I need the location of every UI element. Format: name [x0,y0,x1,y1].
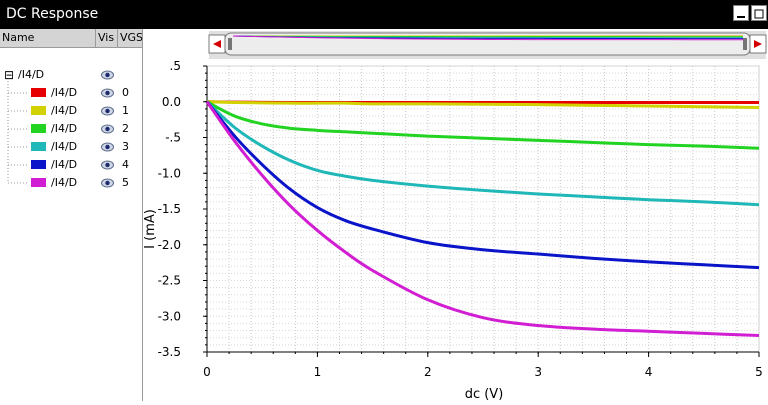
legend-item-vgs-value: 4 [122,156,129,174]
legend-group-row[interactable]: ⊟ /I4/D [0,66,142,84]
chart-grid [207,66,759,352]
eye-icon[interactable] [101,88,114,98]
y-tick-label: -1.5 [158,202,181,216]
minimize-icon [734,7,748,21]
window-titlebar: DC Response [0,0,768,29]
eye-icon[interactable] [101,142,114,152]
legend-swatch [31,124,46,133]
y-axis-label: I (mA) [143,209,158,249]
legend-swatch [31,88,46,97]
legend-item[interactable]: /I4/D 0 [0,84,142,102]
chart-series [207,102,759,336]
x-tick-label: 4 [645,365,653,379]
eye-icon[interactable] [101,178,114,188]
legend-item-label: /I4/D [51,174,77,192]
eye-icon[interactable] [101,124,114,134]
x-tick-label: 0 [203,365,211,379]
legend-swatch [31,178,46,187]
x-tick-label: 1 [314,365,322,379]
legend-item-label: /I4/D [51,156,77,174]
x-tick-label: 2 [424,365,432,379]
legend-item-vgs-value: 2 [122,120,129,138]
maximize-button[interactable] [751,5,767,21]
y-tick-label: -2.5 [158,274,181,288]
legend-item-vgs-value: 3 [122,138,129,156]
legend-item[interactable]: /I4/D 1 [0,102,142,120]
maximize-icon [752,7,766,21]
legend-item-label: /I4/D [51,84,77,102]
legend-swatch [31,142,46,151]
legend-item-vgs-value: 0 [122,84,129,102]
plot-area[interactable]: .5 0.0 -.5 -1.0 -1.5 -2.0 -2.5 -3.0 -3.5 0 1 2 3 4 5 d… [143,29,768,401]
minimize-button[interactable] [733,5,749,21]
y-tick-label: .5 [170,59,181,73]
series-line-vgs-4 [207,102,759,268]
legend-item[interactable]: /I4/D 2 [0,120,142,138]
chart-svg[interactable]: .5 0.0 -.5 -1.0 -1.5 -2.0 -2.5 -3.0 -3.5 0 1 2 3 4 5 d… [143,29,768,401]
window-title: DC Response [6,6,98,22]
legend-swatch [31,160,46,169]
legend-swatch [31,106,46,115]
eye-icon[interactable] [101,160,114,170]
legend-item-label: /I4/D [51,102,77,120]
y-tick-label: -1.0 [158,166,181,180]
legend-item-label: /I4/D [51,120,77,138]
legend-item-label: /I4/D [51,138,77,156]
collapse-toggle-icon[interactable]: ⊟ [4,66,14,84]
y-tick-label: -2.0 [158,238,181,252]
legend-item-vgs-value: 1 [122,102,129,120]
overview-scrollbar[interactable] [209,31,766,59]
eye-icon[interactable] [101,70,114,80]
legend-item[interactable]: /I4/D 4 [0,156,142,174]
legend-group-label: /I4/D [18,66,44,84]
eye-icon[interactable] [101,106,114,116]
legend-item-vgs-value: 5 [122,174,129,192]
y-tick-label: 0.0 [162,95,181,109]
x-tick-label: 3 [534,365,542,379]
x-tick-label: 5 [755,365,763,379]
y-tick-label: -3.0 [158,309,181,323]
y-tick-label: -.5 [165,131,181,145]
x-axis-label: dc (V) [465,387,504,401]
legend-item[interactable]: /I4/D 3 [0,138,142,156]
y-tick-label: -3.5 [158,345,181,359]
legend-item[interactable]: /I4/D 5 [0,174,142,192]
